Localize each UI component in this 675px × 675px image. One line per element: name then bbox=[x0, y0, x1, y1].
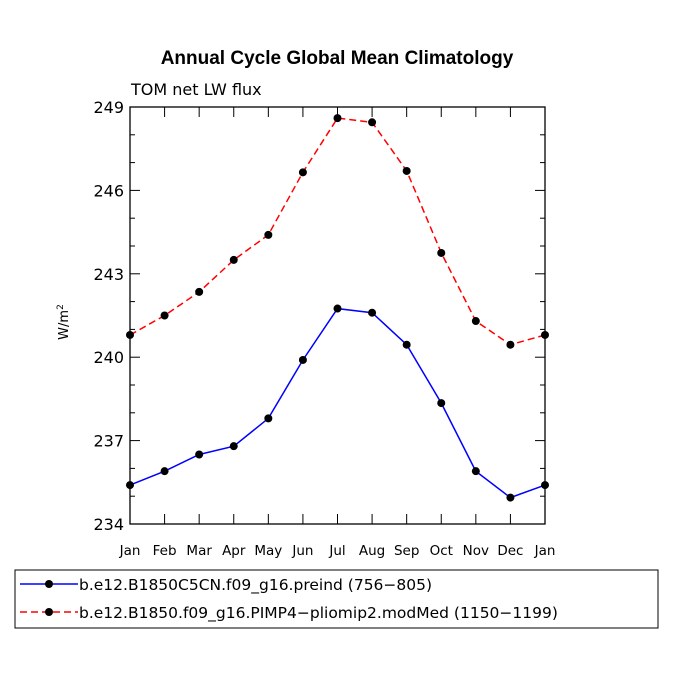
plot-area: 234 237 240 243 246 249 Jan Feb Mar Apr May Jun Jul A… bbox=[93, 98, 555, 559]
series-1-point bbox=[402, 340, 411, 349]
series-2-point bbox=[471, 317, 480, 326]
series-2-point bbox=[368, 118, 377, 127]
series-1-point bbox=[264, 414, 273, 423]
x-tick-label: Sep bbox=[394, 543, 419, 559]
series-2-point bbox=[506, 340, 515, 349]
series-1-point bbox=[333, 304, 342, 313]
x-tick-label: Jul bbox=[328, 543, 345, 559]
series-1-point bbox=[437, 399, 446, 408]
y-tick-label: 249 bbox=[93, 98, 124, 117]
x-tick-label: Aug bbox=[359, 543, 385, 559]
legend-marker-1 bbox=[45, 580, 53, 588]
series-2-point bbox=[160, 311, 169, 320]
x-tick-label: Jan bbox=[119, 543, 141, 559]
series-1-point bbox=[126, 481, 134, 490]
x-tick-label: Apr bbox=[222, 543, 246, 559]
legend-label-1: b.e12.B1850C5CN.f09_g16.preind (756−805) bbox=[79, 576, 432, 595]
series-2-point bbox=[333, 114, 342, 123]
y-axis-label-superscript: 2 bbox=[56, 304, 66, 310]
series-2-point bbox=[541, 330, 549, 339]
series-1-point bbox=[160, 467, 169, 476]
series-1-point bbox=[471, 467, 480, 476]
chart-subtitle: TOM net LW flux bbox=[130, 80, 262, 99]
plot-frame bbox=[129, 106, 546, 525]
y-tick-label: 237 bbox=[93, 432, 124, 451]
series-1-point bbox=[506, 493, 515, 502]
legend-label-2: b.e12.B1850.f09_g16.PIMP4−pliomip2.modMe… bbox=[79, 604, 558, 623]
y-axis-label: W/m2 bbox=[56, 304, 72, 340]
y-tick-label: 243 bbox=[93, 265, 124, 284]
series-1-point bbox=[229, 442, 238, 451]
x-tick-label: Feb bbox=[153, 543, 177, 559]
x-tick-label: Jun bbox=[291, 543, 313, 559]
x-tick-label: Jan bbox=[534, 543, 556, 559]
x-tick-label: May bbox=[254, 543, 282, 559]
chart-title: Annual Cycle Global Mean Climatology bbox=[161, 48, 514, 69]
series-1-point bbox=[195, 450, 204, 459]
series-2-point bbox=[402, 166, 411, 175]
x-tick-label: Nov bbox=[463, 543, 489, 559]
series-2-point bbox=[264, 230, 273, 239]
series-2-point bbox=[229, 255, 238, 264]
x-tick-label: Mar bbox=[186, 543, 212, 559]
y-tick-label: 240 bbox=[93, 348, 124, 367]
series-2-point bbox=[195, 287, 204, 296]
x-tick-label: Oct bbox=[430, 543, 453, 559]
series-1-point bbox=[368, 308, 377, 317]
legend: b.e12.B1850C5CN.f09_g16.preind (756−805)… bbox=[14, 569, 659, 629]
series-2-point bbox=[126, 330, 134, 339]
series-1-point bbox=[541, 481, 549, 490]
y-axis-label-text: W/m bbox=[57, 310, 72, 340]
series-2-point bbox=[437, 248, 446, 257]
legend-box bbox=[14, 569, 659, 629]
x-tick-label: Dec bbox=[497, 543, 523, 559]
series-2-point bbox=[298, 168, 307, 177]
y-tick-label: 246 bbox=[93, 181, 124, 200]
y-tick-label: 234 bbox=[93, 515, 124, 534]
legend-marker-2 bbox=[45, 608, 53, 616]
series-1-point bbox=[298, 355, 307, 364]
series-line-1 bbox=[129, 307, 546, 499]
